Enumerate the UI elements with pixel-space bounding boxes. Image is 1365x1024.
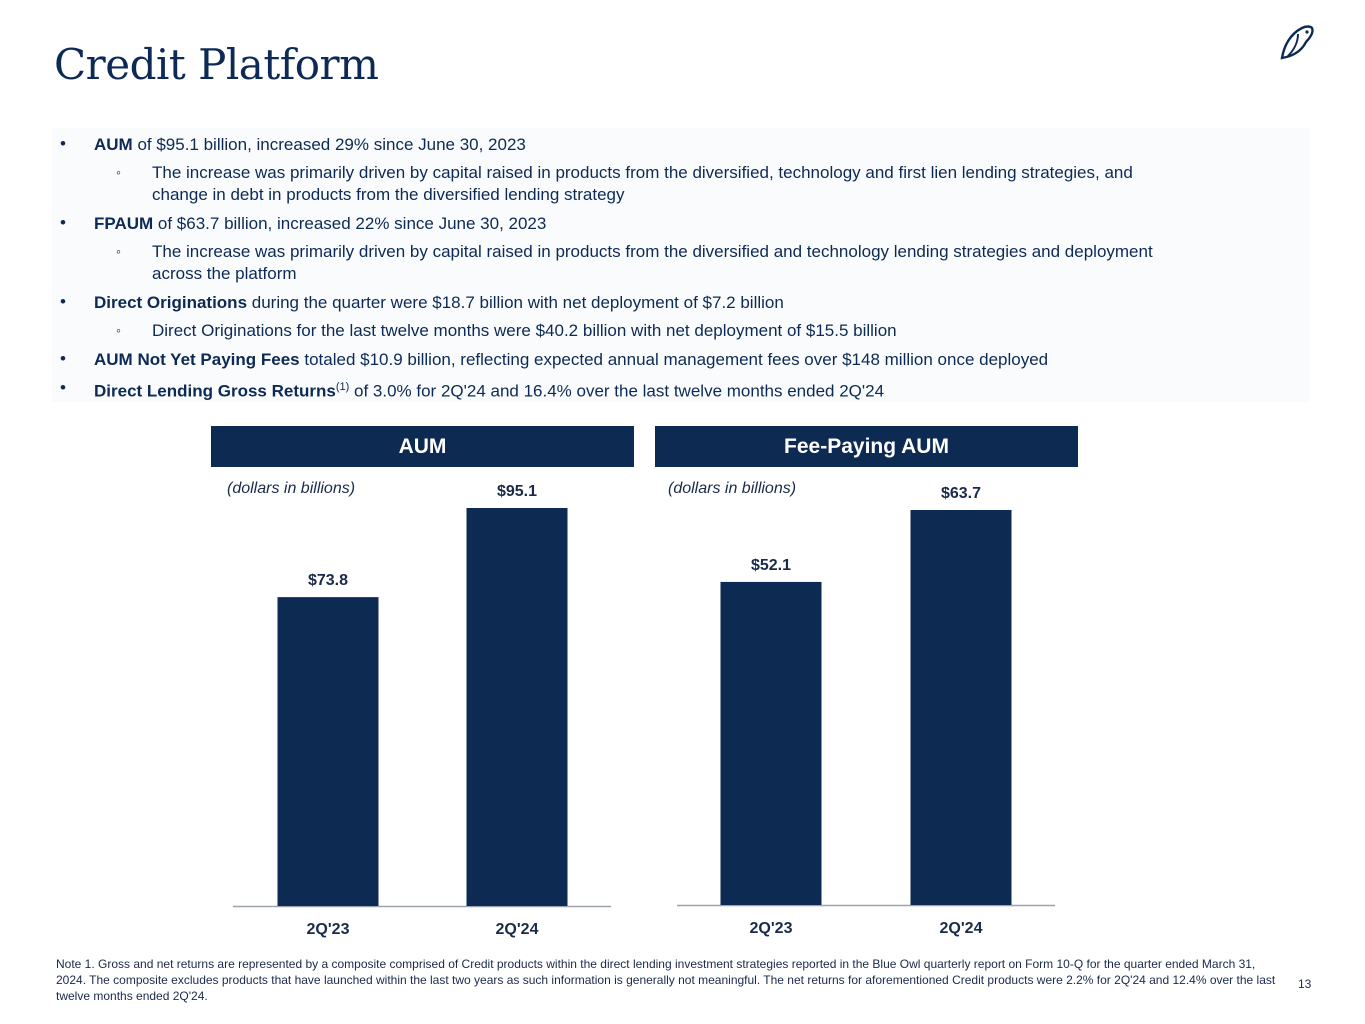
aum-value-label-0: $73.8	[308, 572, 348, 589]
bullet-marker: •	[60, 378, 66, 397]
bullet-marker: •	[60, 292, 66, 311]
aum-unit-label: (dollars in billions)	[227, 480, 356, 497]
aum-tick-label-1: 2Q'24	[496, 921, 539, 938]
fpaum-chart-header: Fee-Paying AUM	[655, 426, 1078, 467]
bullet-marker: •	[60, 213, 66, 232]
fpaum-value-label-0: $52.1	[751, 557, 791, 574]
bullet-marker: •	[60, 349, 66, 368]
sub-bullet-marker: ◦	[116, 322, 121, 338]
fpaum-bar-1	[910, 510, 1012, 905]
aum-value-label-1: $95.1	[497, 483, 537, 500]
sub-bullet-marker: ◦	[116, 164, 121, 180]
sub-bullet-marker: ◦	[116, 243, 121, 259]
sub-bullet-ltm-originations: Direct Originations for the last twelve …	[152, 321, 897, 340]
page-number: 13	[1298, 977, 1312, 991]
fpaum-bar-0	[720, 581, 822, 905]
footnote: Note 1. Gross and net returns are repres…	[56, 957, 1276, 1003]
summary-panel	[52, 128, 1310, 402]
owl-logo-icon	[1280, 25, 1314, 60]
aum-tick-label-0: 2Q'23	[307, 921, 350, 938]
fpaum-unit-label: (dollars in billions)	[668, 480, 797, 497]
bullet-fpaum: FPAUM of $63.7 billion, increased 22% si…	[94, 214, 547, 233]
fpaum-tick-label-1: 2Q'24	[940, 920, 983, 937]
aum-bar-1	[466, 508, 568, 906]
sub-bullet-aum-driver: The increase was primarily driven by cap…	[152, 163, 1133, 204]
bullet-aum: AUM of $95.1 billion, increased 29% sinc…	[94, 135, 526, 154]
sub-bullet-fpaum-driver: The increase was primarily driven by cap…	[152, 242, 1153, 283]
fpaum-tick-label-0: 2Q'23	[750, 920, 793, 937]
bullet-direct-originations: Direct Originations during the quarter w…	[94, 293, 784, 312]
page-title: Credit Platform	[54, 40, 379, 89]
bullet-marker: •	[60, 134, 66, 153]
fpaum-value-label-1: $63.7	[941, 485, 981, 502]
bullet-gross-returns: Direct Lending Gross Returns(1) of 3.0% …	[94, 381, 885, 401]
aum-chart-header: AUM	[211, 426, 634, 467]
aum-bar-0	[277, 597, 379, 906]
bullet-aum-not-paying-fees: AUM Not Yet Paying Fees totaled $10.9 bi…	[94, 350, 1049, 369]
